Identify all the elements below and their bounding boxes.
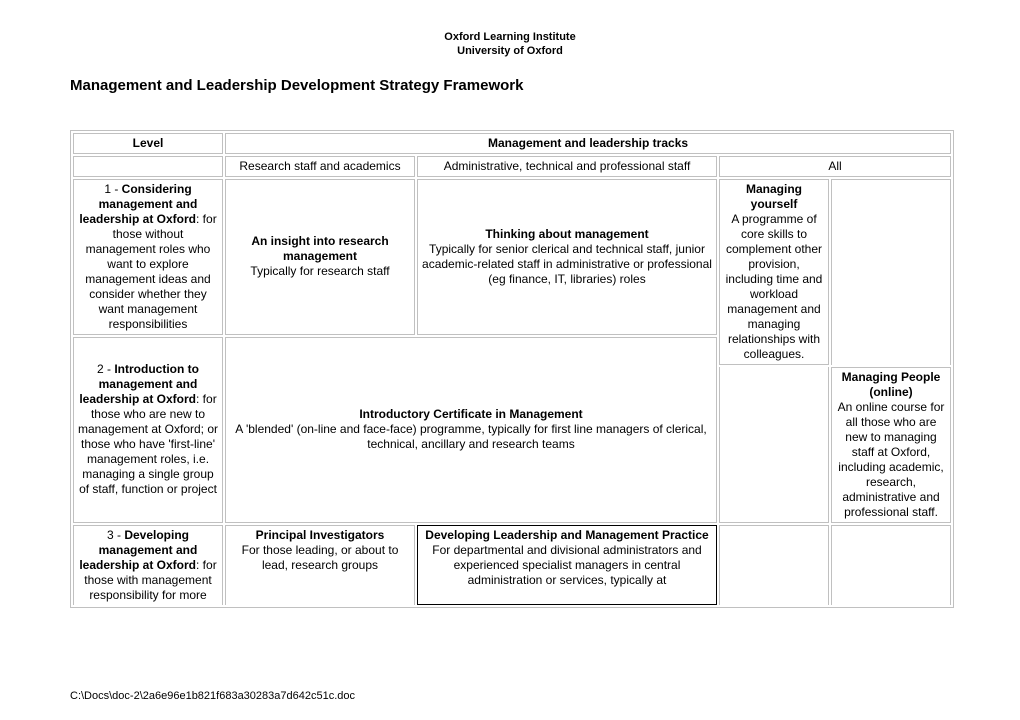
header-block: Oxford Learning Institute University of … [70, 30, 950, 59]
level-2-cell: 2 - Introduction to management and leade… [73, 337, 223, 523]
r1-a-bold: An insight into research management [251, 234, 388, 263]
table-header-row: Level Management and leadership tracks [73, 133, 951, 154]
subhead-empty [73, 156, 223, 177]
r2-d-rest: An online course for all those who are n… [838, 400, 945, 519]
r1-c-rest: A programme of core skills to complement… [726, 212, 823, 361]
r3-b-rest: For departmental and divisional administ… [432, 543, 701, 587]
r3-empty-c [719, 525, 829, 605]
r3-a-rest: For those leading, or about to lead, res… [242, 543, 399, 572]
framework-table: Level Management and leadership tracks R… [70, 130, 954, 608]
level-3-bold: Developing management and leadership at … [79, 528, 197, 572]
level-1-cell: 1 - Considering management and leadershi… [73, 179, 223, 335]
table-row: 3 - Developing management and leadership… [73, 525, 951, 605]
table-subheader-row: Research staff and academics Administrat… [73, 156, 951, 177]
r2-empty-c [719, 367, 829, 523]
r2-ab-rest: A 'blended' (on-line and face-face) prog… [235, 422, 706, 451]
r3-b-bold: Developing Leadership and Management Pra… [425, 528, 708, 542]
r1-b-rest: Typically for senior clerical and techni… [422, 242, 712, 286]
r1-a-rest: Typically for research staff [250, 264, 389, 278]
col-header-tracks: Management and leadership tracks [225, 133, 951, 154]
r1-b-bold: Thinking about management [485, 227, 648, 241]
r1-research-cell: An insight into research management Typi… [225, 179, 415, 335]
r1-c-bold: Managing yourself [746, 182, 802, 211]
r1-empty-d [831, 179, 951, 365]
r3-empty-d [831, 525, 951, 605]
level-1-num: 1 - [104, 182, 121, 196]
header-line-1: Oxford Learning Institute [70, 30, 950, 44]
r2-ab-cell: Introductory Certificate in Management A… [225, 337, 717, 523]
page: Oxford Learning Institute University of … [0, 0, 1020, 608]
header-line-2: University of Oxford [70, 44, 950, 58]
r2-d-cell: Managing People (online) An online cours… [831, 367, 951, 523]
table-row: 1 - Considering management and leadershi… [73, 179, 951, 335]
level-3-cell: 3 - Developing management and leadership… [73, 525, 223, 605]
r1-all-cell: Managing yourself A programme of core sk… [719, 179, 829, 365]
r3-b-cell: Developing Leadership and Management Pra… [417, 525, 717, 605]
document-title: Management and Leadership Development St… [70, 77, 950, 94]
level-1-rest: : for those without management roles who… [85, 212, 216, 331]
r1-admin-cell: Thinking about management Typically for … [417, 179, 717, 335]
level-2-rest: : for those who are new to management at… [78, 392, 218, 496]
r3-a-cell: Principal Investigators For those leadin… [225, 525, 415, 605]
level-2-num: 2 - [97, 362, 114, 376]
level-3-num: 3 - [107, 528, 124, 542]
footer-path: C:\Docs\doc-2\2a6e96e1b821f683a30283a7d6… [70, 690, 355, 702]
subhead-research: Research staff and academics [225, 156, 415, 177]
subhead-all: All [719, 156, 951, 177]
r3-a-bold: Principal Investigators [256, 528, 385, 542]
col-header-level: Level [73, 133, 223, 154]
subhead-admin: Administrative, technical and profession… [417, 156, 717, 177]
level-1-bold: Considering management and leadership at… [79, 182, 197, 226]
r2-ab-bold: Introductory Certificate in Management [359, 407, 582, 421]
r2-d-bold: Managing People (online) [842, 370, 941, 399]
